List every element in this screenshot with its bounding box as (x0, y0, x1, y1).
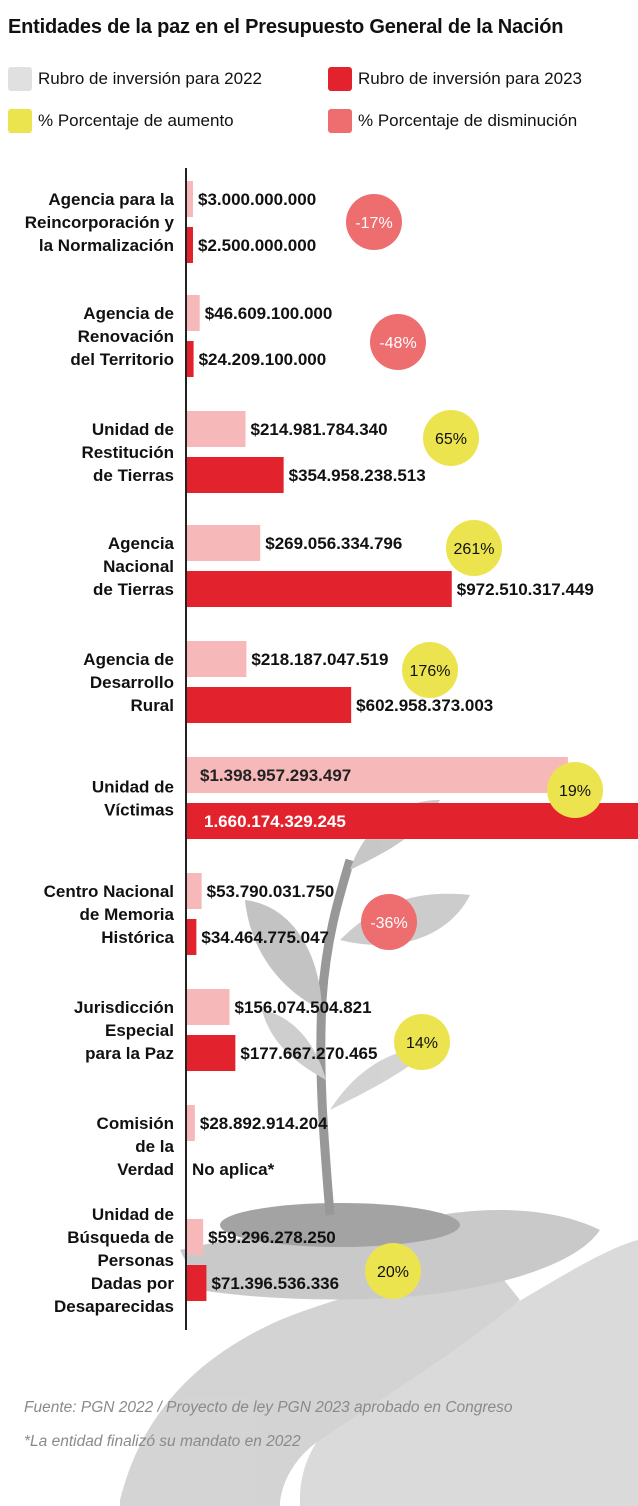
percent-change-circle (361, 894, 417, 950)
bar-2023 (187, 341, 194, 377)
category-label: para la Paz (85, 1044, 174, 1063)
percent-change-circle (446, 520, 502, 576)
category-label: Desaparecidas (54, 1297, 174, 1316)
bar-2023 (187, 1035, 236, 1071)
category-label: Jurisdicción (74, 998, 174, 1017)
value-label-2022: $1.398.957.293.497 (200, 766, 351, 785)
percent-change-label: 176% (410, 663, 451, 680)
chart-title: Entidades de la paz en el Presupuesto Ge… (8, 16, 564, 38)
percent-change-circle (370, 314, 426, 370)
bar-2023 (187, 457, 284, 493)
bar-2023 (187, 687, 352, 723)
category-label: Especial (105, 1021, 174, 1040)
value-label-2022: $156.074.504.821 (234, 998, 371, 1017)
source-note: Fuente: PGN 2022 / Proyecto de ley PGN 2… (24, 1399, 513, 1416)
legend-label-2023: Rubro de inversión para 2023 (358, 69, 582, 88)
category-label: Personas (97, 1251, 174, 1270)
percent-change-label: -48% (379, 335, 416, 352)
legend-label-2022: Rubro de inversión para 2022 (38, 69, 262, 88)
legend-label-increase: % Porcentaje de aumento (38, 111, 234, 130)
value-label-2022: $214.981.784.340 (251, 420, 388, 439)
category-label: Dadas por (91, 1274, 175, 1293)
category-label: Agencia (108, 534, 175, 553)
category-label: Verdad (117, 1160, 174, 1179)
value-label-2023: $2.500.000.000 (198, 236, 316, 255)
percent-change-label: 19% (559, 783, 591, 800)
percent-change-label: 65% (435, 431, 467, 448)
bar-2022 (187, 295, 200, 331)
percent-change-circle (547, 762, 603, 818)
category-label: Desarrollo (90, 673, 174, 692)
percent-change-circle (394, 1014, 450, 1070)
category-label: Unidad de (92, 420, 174, 439)
bar-2022 (187, 873, 202, 909)
bar-2022 (187, 757, 568, 793)
bar-2023 (187, 1265, 207, 1301)
legend-swatch-increase (8, 109, 32, 133)
bar-2022 (187, 411, 246, 447)
category-label: Histórica (101, 928, 174, 947)
percent-change-label: 14% (406, 1035, 438, 1052)
legend-swatch-2022 (8, 67, 32, 91)
category-label: la Normalización (39, 236, 174, 255)
category-label: Comisión (97, 1114, 174, 1133)
value-label-2022: $28.892.914.204 (200, 1114, 328, 1133)
category-label: Reincorporación y (25, 213, 175, 232)
category-label: de Tierras (93, 466, 174, 485)
bar-2022 (187, 641, 247, 677)
legend-swatch-2023 (328, 67, 352, 91)
value-label-2023: $354.958.238.513 (289, 466, 426, 485)
value-label-2022: $59.296.278.250 (208, 1228, 336, 1247)
percent-change-label: -17% (355, 215, 392, 232)
category-label: Agencia de (83, 304, 174, 323)
legend-label-decrease: % Porcentaje de disminución (358, 111, 578, 130)
value-label-2022: $46.609.100.000 (205, 304, 333, 323)
bar-2023 (187, 919, 197, 955)
bar-2023 (187, 227, 193, 263)
category-label: del Territorio (70, 350, 174, 369)
category-label: Rural (131, 696, 174, 715)
value-label-2022: $269.056.334.796 (265, 534, 402, 553)
legend-swatch-decrease (328, 109, 352, 133)
bar-2023 (187, 571, 452, 607)
value-label-2023: $177.667.270.465 (240, 1044, 377, 1063)
bar-2022 (187, 989, 230, 1025)
bar-2022 (187, 181, 193, 217)
value-label-2023: $602.958.373.003 (356, 696, 493, 715)
value-label-2023: 1.660.174.329.245 (204, 812, 346, 831)
value-label-2023: $24.209.100.000 (199, 350, 327, 369)
category-label: Nacional (103, 557, 174, 576)
category-label: Búsqueda de (67, 1228, 174, 1247)
bar-2022 (187, 525, 261, 561)
mandate-note: *La entidad finalizó su mandato en 2022 (24, 1433, 301, 1450)
category-label: Unidad de (92, 1205, 174, 1224)
value-label-2023: $71.396.536.336 (211, 1274, 339, 1293)
value-label-2023: $34.464.775.047 (201, 928, 329, 947)
category-label: de Tierras (93, 580, 174, 599)
value-label-2023: No aplica* (192, 1160, 275, 1179)
percent-change-circle (423, 410, 479, 466)
percent-change-circle (365, 1243, 421, 1299)
percent-change-circle (402, 642, 458, 698)
bar-2022 (187, 1105, 195, 1141)
category-label: de la (135, 1137, 174, 1156)
bar-2022 (187, 1219, 204, 1255)
category-label: Unidad de (92, 778, 174, 797)
percent-change-label: -36% (370, 915, 407, 932)
percent-change-label: 261% (454, 541, 495, 558)
value-label-2023: $972.510.317.449 (457, 580, 594, 599)
category-label: Renovación (78, 327, 174, 346)
category-label: Víctimas (104, 801, 174, 820)
category-label: Agencia de (83, 650, 174, 669)
percent-change-circle (346, 194, 402, 250)
value-label-2022: $3.000.000.000 (198, 190, 316, 209)
category-label: Restitución (81, 443, 174, 462)
percent-change-label: 20% (377, 1264, 409, 1281)
category-label: de Memoria (80, 905, 175, 924)
category-label: Agencia para la (48, 190, 174, 209)
value-label-2022: $218.187.047.519 (251, 650, 388, 669)
value-label-2022: $53.790.031.750 (207, 882, 335, 901)
category-label: Centro Nacional (44, 882, 174, 901)
